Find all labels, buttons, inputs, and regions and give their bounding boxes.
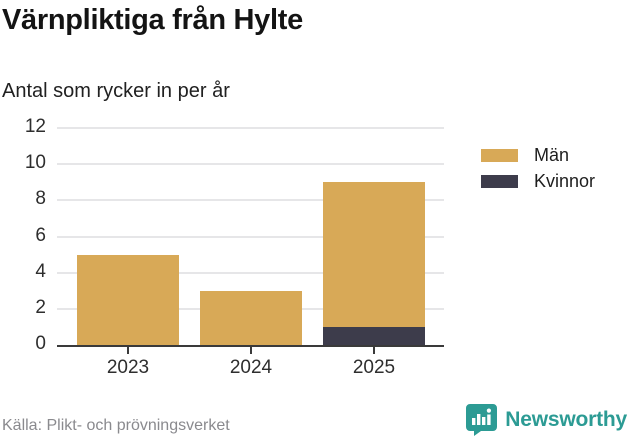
bar-segment-2025-kvinnor [323,326,425,345]
gridline-y6 [57,235,444,238]
gridline-y8 [57,199,444,202]
newsworthy-brand-link[interactable]: Newsworthy [465,403,627,436]
source-text: Källa: Plikt- och prövningsverket [2,417,230,434]
x-tick-label-2025: 2025 [352,357,396,378]
plot-area [57,127,444,354]
legend-swatch-kvinnor [481,175,518,188]
bar-segment-2023-män [77,254,179,345]
x-axis: 2023 2024 2025 [57,357,444,381]
legend-swatch-män [481,149,518,162]
x-tick-2024 [250,347,252,354]
legend-label-män: Män [534,145,570,165]
y-tick-label-6: 6 [35,224,46,246]
y-axis: 0 2 4 6 8 10 12 [0,117,46,354]
newsworthy-wordmark: Newsworthy [505,407,627,431]
y-tick-label-10: 10 [24,152,46,174]
y-tick-label-2: 2 [35,296,46,318]
y-tick-label-8: 8 [35,188,46,210]
x-tick-2023 [127,347,129,354]
gridline-y12 [57,127,444,129]
bar-segment-2025-män [323,182,425,327]
x-tick-2025 [373,347,375,354]
y-tick-label-0: 0 [35,333,46,354]
legend-item-kvinnor: Kvinnor [481,171,595,191]
gridline-y10 [57,163,444,166]
legend: Män Kvinnor [481,145,595,201]
chart-title: Värnpliktiga från Hylte [2,4,303,36]
x-tick-label-2023: 2023 [106,357,150,378]
gridline-y4 [57,271,444,274]
x-tick-label-2024: 2024 [229,357,273,378]
bar-segment-2024-män [200,290,302,345]
newsworthy-icon [466,404,498,436]
legend-item-män: Män [481,145,595,165]
y-tick-label-12: 12 [24,116,46,137]
y-tick-label-4: 4 [35,260,46,282]
legend-label-kvinnor: Kvinnor [534,171,596,191]
chart-subtitle: Antal som rycker in per år [2,80,230,102]
